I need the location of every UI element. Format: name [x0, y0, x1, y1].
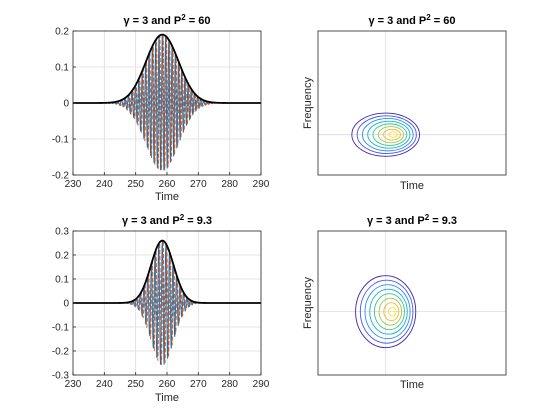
- contour-level: [361, 118, 414, 152]
- contour-level: [383, 302, 400, 322]
- contour-level: [373, 293, 405, 331]
- contour-level: [388, 131, 398, 138]
- panel-top-left: γ = 3 and P2 = 60 230 240 250 260 270 280 290 -…: [52, 13, 270, 204]
- panel-bottom-left: γ = 3 and P2 = 9.3 230 240 250 260 270 280 290…: [52, 213, 270, 405]
- y-tick-label: -0.2: [52, 347, 70, 358]
- x-tick-label: 260: [159, 179, 176, 190]
- panel-bottom-right: γ = 3 and P2 = 9.3 Time Frequency: [302, 213, 507, 391]
- contour-level: [377, 126, 405, 144]
- x-tick-label: 230: [65, 179, 82, 190]
- series-envelope: [73, 239, 261, 304]
- x-tick-label: 280: [221, 379, 238, 390]
- x-tick-label: 270: [190, 379, 207, 390]
- panel-title: γ = 3 and P2 = 60: [368, 13, 455, 28]
- y-axis-label: Frequency: [302, 277, 314, 329]
- x-axis-label: Time: [155, 392, 179, 404]
- contour-level: [355, 275, 417, 349]
- x-tick-label: 250: [127, 379, 144, 390]
- y-tick-label: 0.3: [55, 227, 69, 238]
- contour-level: [367, 120, 411, 149]
- contour-level: [383, 128, 401, 141]
- x-tick-label: 290: [253, 379, 270, 390]
- x-tick-label: 260: [159, 379, 176, 390]
- x-axis-label: Time: [400, 180, 424, 192]
- contour-level: [364, 284, 411, 340]
- panel-title: γ = 3 and P2 = 9.3: [367, 213, 457, 228]
- contour-level: [351, 112, 420, 157]
- y-tick-label: 0: [63, 299, 69, 310]
- x-tick-label: 250: [127, 179, 144, 190]
- x-tick-label: 230: [65, 379, 82, 390]
- axes-frame: [317, 30, 507, 176]
- y-tick-label: 0.2: [55, 27, 69, 38]
- x-tick-label: 240: [96, 179, 113, 190]
- contour-level: [356, 115, 417, 155]
- y-tick-label: 0.1: [55, 63, 69, 74]
- axes-frame: [317, 230, 507, 376]
- x-tick-label: 240: [96, 379, 113, 390]
- y-tick-label: -0.2: [52, 171, 70, 182]
- x-tick-label: 290: [253, 179, 270, 190]
- contour-level: [378, 297, 403, 326]
- x-tick-label: 280: [221, 179, 238, 190]
- contour-level: [372, 123, 408, 146]
- panel-top-right: γ = 3 and P2 = 60 Time Frequency: [302, 13, 507, 192]
- y-axis-label: Frequency: [302, 77, 314, 129]
- contour-level: [369, 288, 408, 335]
- y-tick-label: -0.1: [52, 323, 70, 334]
- series-envelope: [73, 33, 261, 104]
- y-tick-label: 0.1: [55, 275, 69, 286]
- x-axis-label: Time: [400, 379, 424, 391]
- panel-title: γ = 3 and P2 = 60: [123, 13, 210, 28]
- x-axis-label: Time: [155, 191, 179, 203]
- y-tick-label: 0.2: [55, 251, 69, 262]
- panel-title: γ = 3 and P2 = 9.3: [122, 213, 212, 228]
- contour-level: [359, 279, 414, 344]
- x-tick-label: 270: [190, 179, 207, 190]
- y-tick-label: -0.1: [52, 135, 70, 146]
- y-tick-label: 0: [63, 99, 69, 110]
- contour-level: [388, 306, 397, 317]
- y-tick-label: -0.3: [52, 371, 70, 382]
